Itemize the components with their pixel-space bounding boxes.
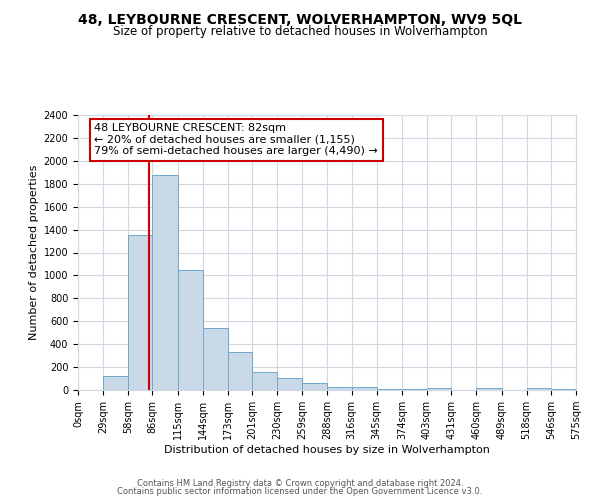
Bar — [152, 174, 178, 390]
Bar — [328, 387, 352, 390]
Text: Contains public sector information licensed under the Open Government Licence v3: Contains public sector information licen… — [118, 487, 482, 496]
Bar — [252, 372, 277, 390]
Bar — [128, 236, 152, 390]
X-axis label: Distribution of detached houses by size in Wolverhampton: Distribution of detached houses by size … — [164, 445, 490, 455]
Text: 48, LEYBOURNE CRESCENT, WOLVERHAMPTON, WV9 5QL: 48, LEYBOURNE CRESCENT, WOLVERHAMPTON, W… — [78, 12, 522, 26]
Bar — [527, 388, 551, 390]
Text: Contains HM Land Registry data © Crown copyright and database right 2024.: Contains HM Land Registry data © Crown c… — [137, 478, 463, 488]
Y-axis label: Number of detached properties: Number of detached properties — [29, 165, 40, 340]
Bar — [228, 352, 252, 390]
Text: 48 LEYBOURNE CRESCENT: 82sqm
← 20% of detached houses are smaller (1,155)
79% of: 48 LEYBOURNE CRESCENT: 82sqm ← 20% of de… — [94, 123, 378, 156]
Bar — [277, 378, 302, 390]
Bar — [178, 270, 203, 390]
Bar — [427, 388, 451, 390]
Bar — [103, 376, 128, 390]
Bar — [302, 384, 328, 390]
Bar — [352, 386, 377, 390]
Bar — [476, 388, 502, 390]
Bar — [203, 328, 228, 390]
Text: Size of property relative to detached houses in Wolverhampton: Size of property relative to detached ho… — [113, 25, 487, 38]
